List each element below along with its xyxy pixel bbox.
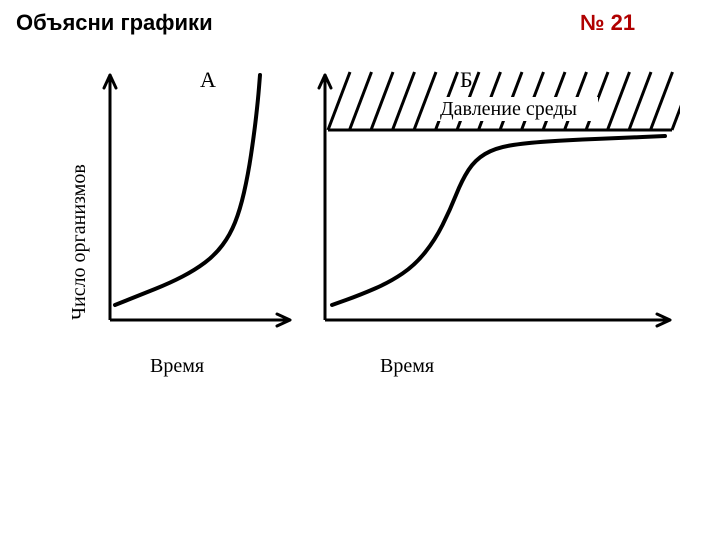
chart-a: А <box>80 60 300 340</box>
page-root: Объясни графики № 21 Число организмов А … <box>0 0 720 540</box>
chart-b-x-axis-label: Время <box>380 355 434 378</box>
hatch-label: Давление среды <box>440 98 577 120</box>
panel-label: Б <box>460 67 473 92</box>
page-title: Объясни графики <box>16 10 213 36</box>
chart-b: Б Давление среды <box>300 60 680 340</box>
page-number: № 21 <box>580 10 635 36</box>
chart-a-x-axis-label: Время <box>150 355 204 378</box>
panel-label: А <box>200 67 216 92</box>
